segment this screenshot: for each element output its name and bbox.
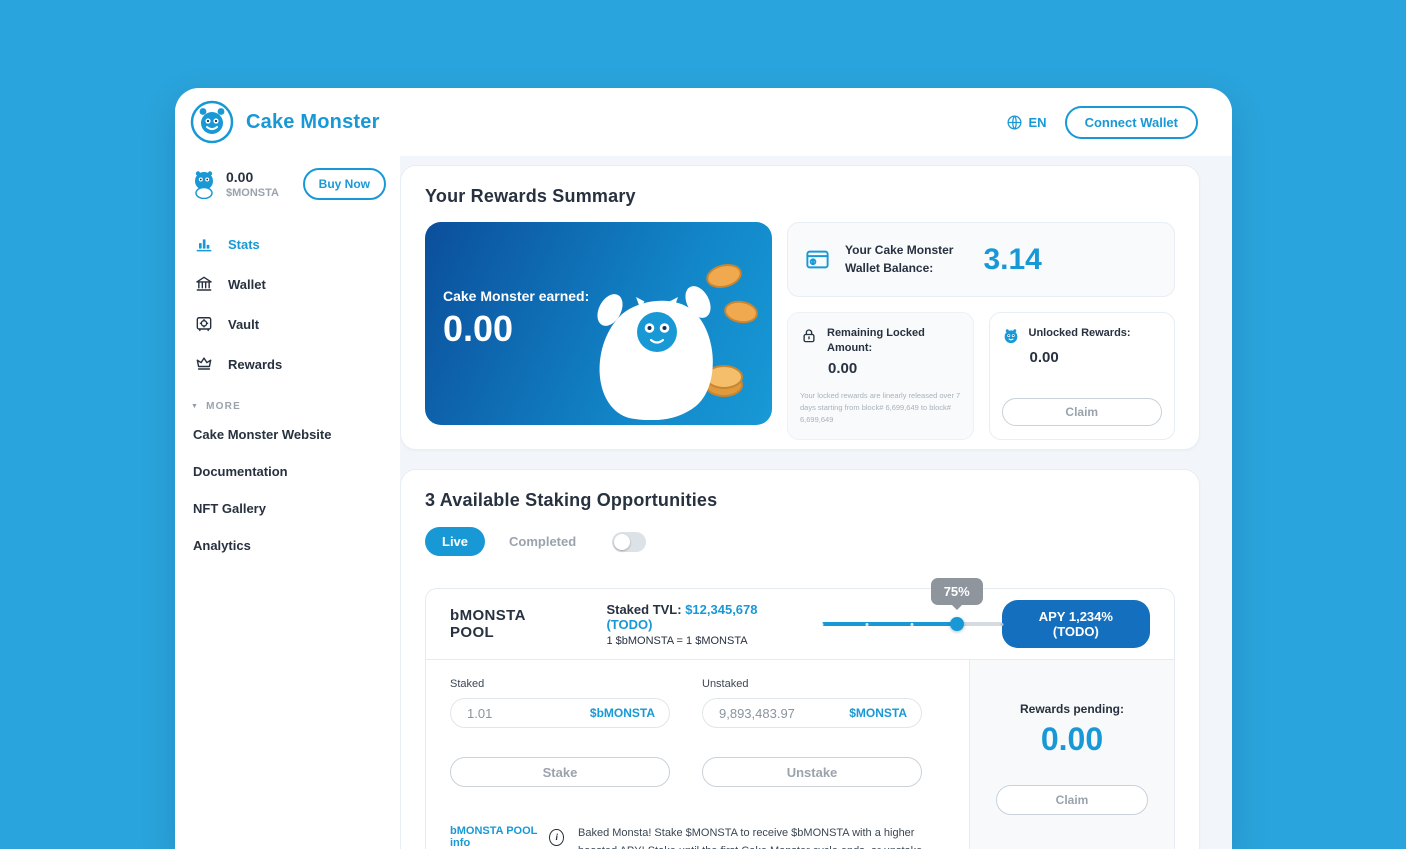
- claim-pool-rewards-button[interactable]: Claim: [996, 785, 1148, 815]
- stake-ratio-slider: 75%: [820, 578, 1004, 632]
- buy-now-button[interactable]: Buy Now: [302, 168, 386, 200]
- wallet-balance-box: Your Cake Monster Wallet Balance: 3.14: [787, 222, 1175, 297]
- sidebar-link-documentation[interactable]: Documentation: [193, 464, 288, 479]
- caret-down-icon: ▼: [191, 403, 200, 410]
- staked-token-label: $bMONSTA: [589, 706, 655, 720]
- pool-rate: 1 $bMONSTA = 1 $MONSTA: [606, 634, 748, 647]
- slider-tick: [910, 622, 914, 626]
- earned-value: 0.00: [443, 308, 514, 349]
- cake-monster-earned-card: Cake Monster earned: 0.00: [425, 222, 772, 425]
- tvl-value: $12,345,678 (TODO): [606, 601, 758, 632]
- staking-title: 3 Available Staking Opportunities: [425, 490, 718, 510]
- monsta-balance-amount: 0.00: [226, 169, 254, 185]
- language-label: EN: [1028, 114, 1047, 130]
- sidebar: 0.00 $MONSTA Buy Now Stats: [175, 156, 400, 849]
- monster-coins-illustration: [574, 250, 770, 425]
- monster-face-icon: [1002, 327, 1020, 345]
- earned-label: Cake Monster earned:: [443, 288, 590, 304]
- slider-tick: [820, 622, 824, 626]
- nav-label: Wallet: [228, 276, 266, 292]
- unlocked-rewards-box: Unlocked Rewards: 0.00 Claim: [988, 312, 1175, 440]
- nav-label: Rewards: [228, 356, 283, 372]
- apy-badge[interactable]: APY 1,234% (TODO): [1001, 600, 1150, 648]
- unlocked-value: 0.00: [1029, 349, 1059, 366]
- sidebar-item-wallet[interactable]: Wallet: [191, 264, 386, 304]
- bmonsta-pool-panel: bMONSTA POOL Staked TVL: $12,345,678 (TO…: [425, 578, 1175, 849]
- slider-fill: [821, 622, 957, 626]
- nav-label: Vault: [228, 316, 260, 332]
- chart-icon: [193, 234, 215, 254]
- crown-icon: [193, 354, 215, 374]
- nav-label: Stats: [228, 236, 260, 252]
- staked-input[interactable]: [465, 704, 582, 722]
- unstake-button[interactable]: Unstake: [702, 757, 922, 787]
- slider-tick: [1000, 622, 1004, 626]
- slider-tooltip: 75%: [930, 578, 983, 605]
- sidebar-link-nft-gallery[interactable]: NFT Gallery: [193, 501, 266, 516]
- unstaked-input-wrap[interactable]: $MONSTA: [702, 698, 922, 728]
- sidebar-item-stats[interactable]: Stats: [191, 224, 386, 264]
- filter-live-button[interactable]: Live: [425, 527, 486, 556]
- filter-completed-label[interactable]: Completed: [509, 534, 577, 549]
- brand-title: Cake Monster: [246, 110, 380, 133]
- pool-name: bMONSTA POOL: [450, 607, 526, 641]
- staked-label: Staked: [450, 678, 485, 690]
- wallet-balance-label: Your Cake Monster Wallet Balance:: [845, 243, 954, 275]
- language-selector[interactable]: EN: [1006, 114, 1047, 131]
- rewards-pending-label: Rewards pending:: [1019, 702, 1124, 716]
- connect-wallet-button[interactable]: Connect Wallet: [1064, 105, 1198, 139]
- app-header: Cake Monster EN Connect Wallet: [175, 88, 1232, 156]
- main-content: Your Rewards Summary Cake Monster earned…: [400, 156, 1232, 849]
- more-label-text: MORE: [206, 401, 241, 412]
- slider-tick: [865, 622, 869, 626]
- pool-stake-area: Staked $bMONSTA Unstaked: [426, 660, 969, 849]
- staking-filters: Live Completed: [425, 527, 1175, 556]
- monsta-token-label: $MONSTA: [226, 187, 279, 199]
- completed-toggle[interactable]: [612, 531, 647, 552]
- locked-label: Remaining Locked Amount:: [827, 327, 925, 354]
- sidebar-link-analytics[interactable]: Analytics: [193, 538, 251, 553]
- pool-header: bMONSTA POOL Staked TVL: $12,345,678 (TO…: [426, 578, 1174, 660]
- wallet-balance-value: 3.14: [983, 242, 1042, 276]
- staking-opportunities-card: 3 Available Staking Opportunities Live C…: [400, 469, 1200, 849]
- claim-unlocked-button[interactable]: Claim: [1001, 397, 1162, 426]
- remaining-locked-box: Remaining Locked Amount: 0.00 Your locke…: [787, 312, 974, 440]
- rewards-pending-value: 0.00: [1040, 721, 1104, 757]
- locked-value: 0.00: [828, 359, 858, 377]
- cake-monster-logo-icon: [190, 100, 234, 144]
- pool-info-label: bMONSTA POOL info: [450, 825, 538, 849]
- unstaked-label: Unstaked: [702, 678, 749, 690]
- globe-icon: [1006, 114, 1023, 131]
- sidebar-item-vault[interactable]: Vault: [191, 304, 386, 344]
- sidebar-more-toggle[interactable]: ▼ MORE: [191, 401, 386, 412]
- bank-icon: [193, 274, 215, 294]
- unstaked-input[interactable]: [717, 704, 842, 722]
- monsta-balance-row: 0.00 $MONSTA Buy Now: [191, 168, 386, 200]
- vault-icon: [193, 314, 215, 334]
- tvl-label: Staked TVL:: [606, 601, 682, 617]
- stake-button[interactable]: Stake: [450, 757, 670, 787]
- pool-info-text: Baked Monsta! Stake $MONSTA to receive $…: [578, 827, 922, 849]
- pool-tvl-block: Staked TVL: $12,345,678 (TODO) 1 $bMONST…: [606, 602, 791, 647]
- unlocked-label: Unlocked Rewards:: [1028, 327, 1131, 339]
- staked-input-wrap[interactable]: $bMONSTA: [450, 698, 670, 728]
- rewards-summary-card: Your Rewards Summary Cake Monster earned…: [400, 165, 1200, 450]
- app-window: Cake Monster EN Connect Wallet: [175, 88, 1232, 849]
- slider-handle[interactable]: [949, 617, 964, 631]
- unstaked-token-label: $MONSTA: [849, 706, 907, 720]
- sidebar-link-website[interactable]: Cake Monster Website: [193, 427, 332, 442]
- rewards-summary-title: Your Rewards Summary: [425, 186, 636, 206]
- toggle-knob: [614, 533, 631, 550]
- wallet-card-icon: [804, 246, 831, 273]
- lock-icon: [800, 327, 818, 345]
- info-icon[interactable]: i: [549, 828, 564, 846]
- sidebar-item-rewards[interactable]: Rewards: [191, 344, 386, 384]
- pool-rewards-area: Rewards pending: 0.00 Claim: [969, 660, 1174, 849]
- locked-note: Your locked rewards are linearly release…: [800, 390, 961, 424]
- monsta-avatar-icon: [191, 169, 217, 199]
